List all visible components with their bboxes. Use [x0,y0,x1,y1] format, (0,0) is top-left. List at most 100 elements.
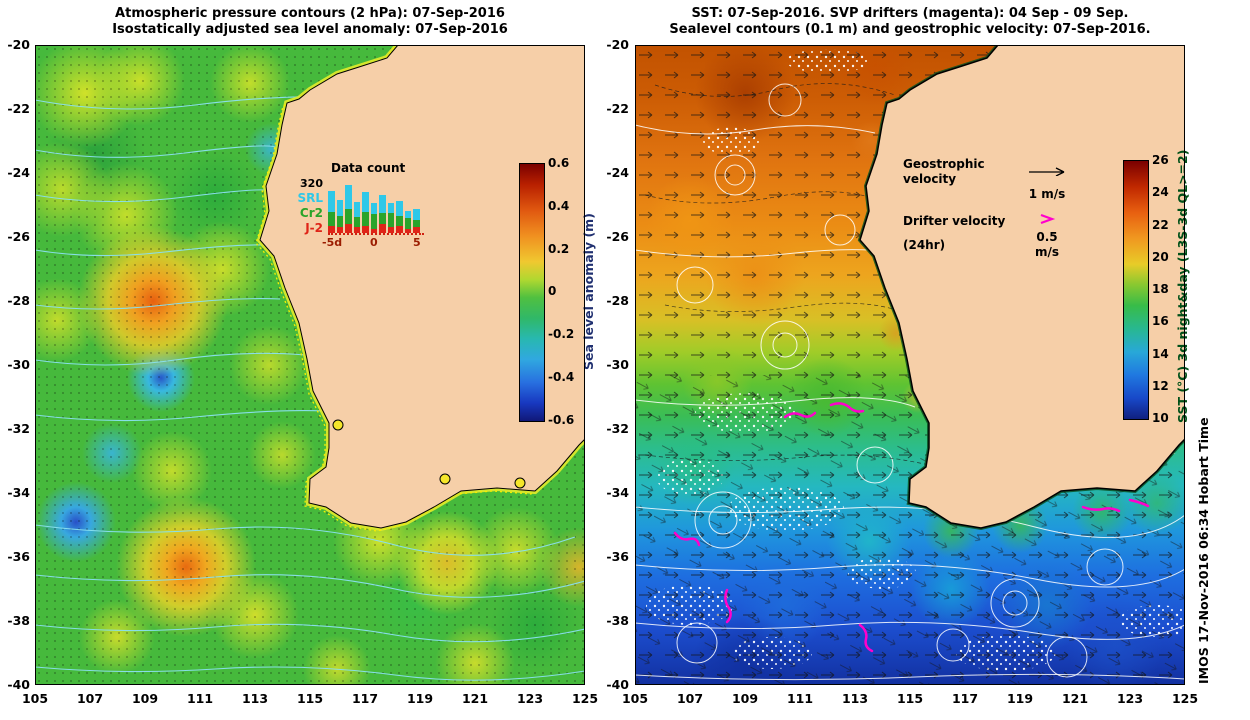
left-panel-title: Atmospheric pressure contours (2 hPa): 0… [35,6,585,38]
histogram-bar [404,211,411,233]
bar-segment-J-2 [396,226,403,233]
bar-segment-Cr2 [345,209,352,224]
x-tick-label: 115 [896,691,924,706]
x-tick-label: 117 [951,691,979,706]
velocity-legend: Geostrophic velocity 1 m/s Drifter veloc… [903,157,1071,260]
right-map-overlay [635,45,1185,685]
x-tick-label: 111 [786,691,814,706]
right-title-line2: Sealevel contours (0.1 m) and geostrophi… [669,22,1151,37]
x-tick-label: 109 [131,691,159,706]
tide-gauge-marker [514,477,526,489]
land-western-australia [259,45,585,529]
x-tick-label: 105 [21,691,49,706]
tide-gauge-markers [332,419,526,489]
bar-segment-Cr2 [379,213,386,224]
right-x-axis-ticks: 105 107 109 111 113 115 117 119 121 123 125 [620,691,1200,706]
y-tick-label: -22 [606,101,629,116]
colorbar-tick-label: 0.4 [548,198,570,213]
bar-segment-J-2 [370,229,377,233]
inset-histogram [328,177,424,235]
geostrophic-velocity-label: Geostrophic velocity [903,157,985,186]
y-tick-label: -30 [7,357,30,372]
bar-segment-Cr2 [413,220,420,227]
bar-segment-J-2 [404,229,411,233]
x-tick-label: 123 [1116,691,1144,706]
y-tick-label: -38 [606,613,629,628]
x-tick-label: 105 [621,691,649,706]
bar-segment-SRL [336,200,343,216]
right-title-line1: SST: 07-Sep-2016. SVP drifters (magenta)… [691,6,1129,21]
histogram-bar [387,203,394,233]
histogram-bar [379,195,386,233]
colorbar-tick-label: 26 [1152,153,1169,167]
x-tick-label: 109 [731,691,759,706]
bar-segment-J-2 [387,227,394,233]
y-tick-label: -20 [7,37,30,52]
histogram-bar [370,203,377,233]
bar-segment-J-2 [345,224,352,233]
colorbar-tick-label: 14 [1152,346,1169,361]
drifter-velocity-label: Drifter velocity [903,213,1006,228]
colorbar-tick-label: 24 [1152,185,1169,200]
sla-colorbar [519,163,545,422]
y-tick-label: -26 [606,229,629,244]
data-count-inset: Data count 320 SRL Cr2 J-2 -5d 0 5 [285,161,435,249]
sst-colorbar-gradient [1124,161,1148,419]
sla-colorbar-label: Sea level anomaly (m) [581,213,596,370]
x-tick-label: 121 [1061,691,1089,706]
bar-segment-SRL [370,203,377,214]
bar-segment-Cr2 [353,217,360,227]
right-y-axis-ticks: -20 -22 -24 -26 -28 -30 -32 -34 -36 -38 -40 [601,37,629,693]
y-tick-label: -28 [606,293,629,308]
y-tick-label: -34 [606,485,629,500]
tide-gauge-marker [439,473,451,485]
sla-colorbar-ticks: 0.6 0.4 0.2 0 -0.2 -0.4 -0.6 [548,155,574,428]
y-tick-label: -32 [7,421,30,436]
imos-timestamp-watermark: IMOS 17-Nov-2016 06:34 Hobart Time [1196,417,1211,684]
bar-segment-Cr2 [336,216,343,227]
bar-segment-SRL [413,209,420,220]
x-tick-label: 125 [1171,691,1199,706]
y-tick-label: -24 [606,165,629,180]
x-tick-label: 115 [296,691,324,706]
bar-segment-SRL [387,203,394,213]
sea-level-anomaly-map: Data count 320 SRL Cr2 J-2 -5d 0 5 [35,45,596,685]
bar-segment-J-2 [328,226,335,233]
x-tick-label: 111 [186,691,214,706]
y-tick-label: -40 [7,677,30,692]
y-tick-label: -20 [606,37,629,52]
histogram-bar [362,192,369,233]
y-tick-label: -34 [7,485,30,500]
bar-segment-Cr2 [404,218,411,229]
inset-x-label: 0 [370,236,378,249]
left-map-overlay [35,45,585,681]
y-tick-label: -36 [606,549,629,564]
land-western-australia [859,45,1185,529]
histogram-bar [413,209,420,233]
inset-ymax-label: 320 [300,177,323,190]
bar-segment-J-2 [353,227,360,233]
colorbar-tick-label: 0 [548,284,557,299]
tide-gauge-marker [332,419,344,431]
bar-segment-J-2 [362,226,369,233]
x-tick-label: 119 [1006,691,1034,706]
y-tick-label: -32 [606,421,629,436]
bar-segment-SRL [362,192,369,212]
y-tick-label: -30 [606,357,629,372]
x-tick-label: 119 [406,691,434,706]
inset-title: Data count [331,161,406,175]
y-tick-label: -28 [7,293,30,308]
inset-series-label-cr2: Cr2 [299,206,323,220]
colorbar-tick-label: 22 [1152,217,1169,232]
coastal-dotted-contour [255,47,582,532]
bar-segment-SRL [353,202,360,217]
histogram-bar [328,191,335,233]
x-tick-label: 107 [76,691,104,706]
geostrophic-arrow-icon [1027,164,1071,180]
colorbar-tick-label: 18 [1152,282,1169,296]
bar-segment-SRL [345,185,352,209]
y-tick-label: -38 [7,613,30,628]
colorbar-tick-label: -0.4 [548,370,575,385]
bar-segment-SRL [379,195,386,213]
